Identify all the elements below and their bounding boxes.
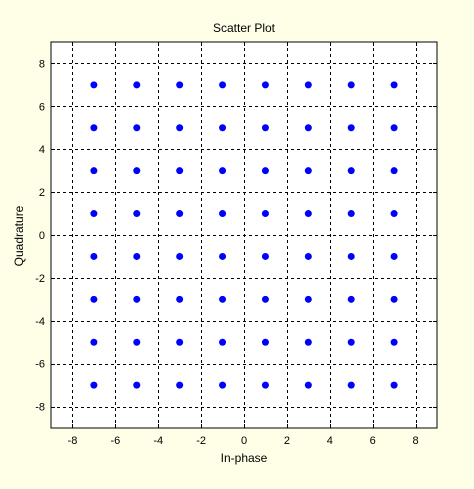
x-axis-ticks: -8 -6 -4 -2 0 2 4 6 8 [68, 42, 419, 447]
y-tick-label: 6 [39, 101, 45, 113]
data-point [90, 124, 98, 132]
data-point [304, 338, 312, 346]
data-point [347, 124, 355, 132]
data-point [176, 81, 184, 89]
data-point [347, 295, 355, 303]
data-point [133, 252, 141, 260]
data-point [261, 381, 269, 389]
x-tick-label: 0 [241, 435, 247, 447]
data-point [390, 252, 398, 260]
data-point [261, 338, 269, 346]
data-point [90, 381, 98, 389]
y-tick-label: -4 [35, 316, 45, 328]
x-tick-label: -6 [110, 435, 120, 447]
data-point [90, 210, 98, 218]
x-tick-label: 8 [412, 435, 418, 447]
data-point [304, 295, 312, 303]
data-points [90, 81, 398, 389]
data-point [304, 124, 312, 132]
data-point [133, 167, 141, 175]
data-point [261, 167, 269, 175]
data-point [219, 381, 227, 389]
y-tick-label: -8 [35, 402, 45, 414]
y-axis-label: Quadrature [12, 205, 26, 266]
data-point [304, 381, 312, 389]
data-point [176, 295, 184, 303]
plot-area [50, 41, 438, 429]
data-point [261, 252, 269, 260]
data-point [219, 295, 227, 303]
data-point [133, 295, 141, 303]
x-tick-label: -4 [153, 435, 163, 447]
data-point [347, 252, 355, 260]
data-point [390, 338, 398, 346]
grid-lines [51, 42, 437, 428]
data-point [304, 81, 312, 89]
data-point [90, 252, 98, 260]
data-point [133, 338, 141, 346]
y-tick-label: -2 [35, 273, 45, 285]
data-point [176, 252, 184, 260]
data-point [304, 210, 312, 218]
data-point [133, 210, 141, 218]
data-point [90, 81, 98, 89]
data-point [347, 338, 355, 346]
data-point [390, 81, 398, 89]
data-point [176, 381, 184, 389]
data-point [304, 167, 312, 175]
data-point [390, 124, 398, 132]
data-point [219, 167, 227, 175]
x-axis-label: In-phase [221, 451, 268, 465]
y-tick-label: -6 [35, 359, 45, 371]
x-tick-label: -8 [68, 435, 78, 447]
data-point [390, 167, 398, 175]
data-point [261, 124, 269, 132]
y-tick-label: 2 [39, 187, 45, 199]
data-point [176, 338, 184, 346]
data-point [133, 81, 141, 89]
x-tick-label: 4 [327, 435, 333, 447]
chart-title: Scatter Plot [213, 21, 276, 35]
data-point [347, 381, 355, 389]
data-point [90, 167, 98, 175]
data-point [219, 252, 227, 260]
data-point [219, 81, 227, 89]
x-tick-label: 6 [370, 435, 376, 447]
data-point [347, 167, 355, 175]
data-point [133, 381, 141, 389]
y-tick-label: 0 [39, 230, 45, 242]
data-point [347, 210, 355, 218]
data-point [347, 81, 355, 89]
data-point [390, 210, 398, 218]
y-axis-ticks: -8 -6 -4 -2 0 2 4 6 8 [35, 58, 437, 414]
data-point [261, 81, 269, 89]
data-point [176, 167, 184, 175]
x-tick-label: 2 [284, 435, 290, 447]
data-point [90, 295, 98, 303]
data-point [219, 210, 227, 218]
data-point [90, 338, 98, 346]
data-point [390, 381, 398, 389]
y-tick-label: 4 [39, 144, 45, 156]
data-point [176, 124, 184, 132]
data-point [261, 295, 269, 303]
data-point [176, 210, 184, 218]
x-tick-label: -2 [196, 435, 206, 447]
data-point [219, 338, 227, 346]
data-point [390, 295, 398, 303]
data-point [219, 124, 227, 132]
y-tick-label: 8 [39, 58, 45, 70]
data-point [133, 124, 141, 132]
data-point [261, 210, 269, 218]
data-point [304, 252, 312, 260]
